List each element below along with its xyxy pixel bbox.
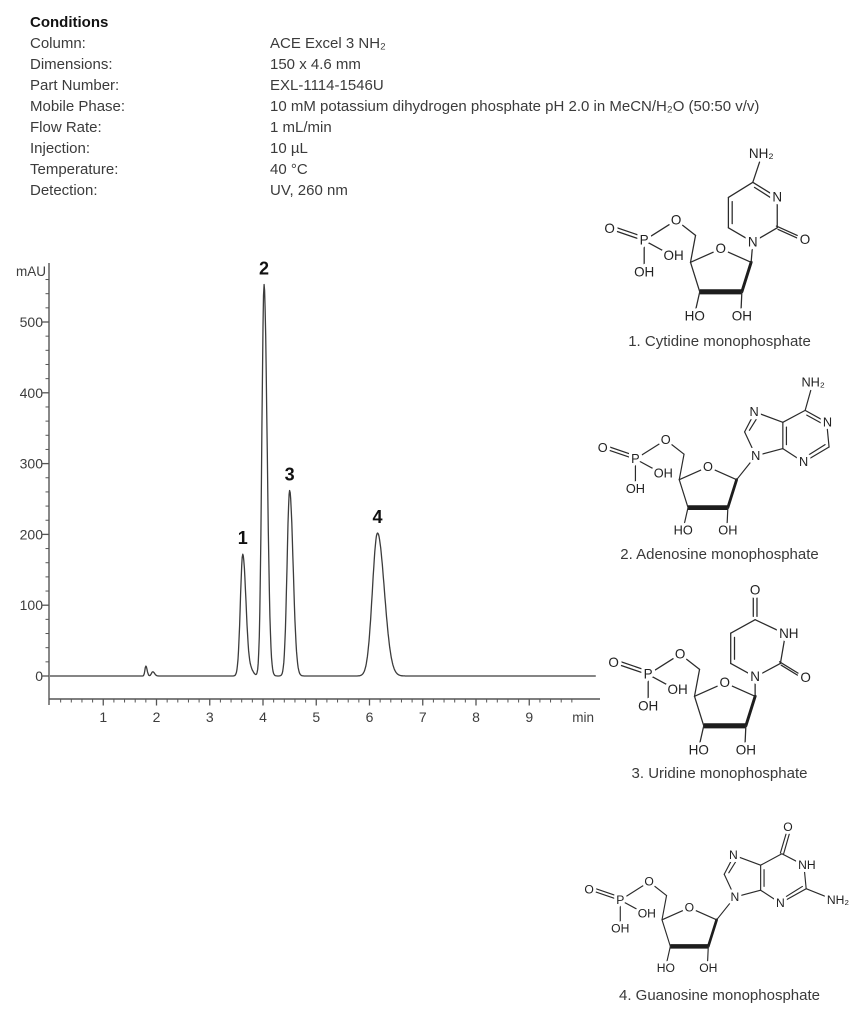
y-tick-label: 400 xyxy=(20,385,44,401)
x-tick-label: 9 xyxy=(525,709,533,725)
chromatogram-figure: 0 100 200 300 400 500 mAU 1 2 3 4 5 6 7 8 9 min 1 2 3 4 xyxy=(10,252,610,732)
condition-label: Temperature: xyxy=(30,161,119,178)
condition-label: Detection: xyxy=(30,182,98,199)
structure-caption-1: 1. Cytidine monophosphate xyxy=(628,333,811,350)
condition-label: Part Number: xyxy=(30,77,120,94)
peak-label-3: 3 xyxy=(285,465,295,485)
atom-label-n3: N xyxy=(772,190,782,205)
x-axis-unit-label: min xyxy=(572,710,594,725)
structure-uridine-monophosphate: N NH O O xyxy=(600,579,814,762)
condition-row-mobile-phase: Mobile Phase: 10 mM potassium dihydrogen… xyxy=(30,96,759,117)
atom-label-o6: O xyxy=(783,820,792,834)
y-tick-label: 500 xyxy=(20,314,44,330)
atom-label-n3h: NH xyxy=(779,626,798,641)
y-axis-unit-label: mAU xyxy=(16,264,46,279)
structure-guanosine-monophosphate: N N NH N O NH₂ xyxy=(575,817,852,979)
x-tick-label: 6 xyxy=(366,709,374,725)
atom-label-n1: N xyxy=(750,669,760,684)
peak-label-1: 1 xyxy=(238,528,248,548)
atom-label-n9: N xyxy=(751,448,760,463)
atom-label-nh2: NH₂ xyxy=(749,146,774,161)
atom-label-nh2: NH₂ xyxy=(801,374,824,389)
peak-label-4: 4 xyxy=(372,507,382,527)
condition-label: Dimensions: xyxy=(30,56,113,73)
condition-value: 10 µL xyxy=(270,140,308,157)
y-tick-label: 0 xyxy=(35,668,43,684)
atom-label-o4: O xyxy=(750,582,760,597)
condition-label: Injection: xyxy=(30,140,91,157)
chromatogram-trace xyxy=(49,283,596,677)
condition-value: 10 mM potassium dihydrogen phosphate pH … xyxy=(270,98,760,115)
condition-row-column: Column: ACE Excel 3 NH₂ xyxy=(30,33,759,54)
atom-label-o2: O xyxy=(800,670,810,685)
atom-label-n1: N xyxy=(748,234,758,249)
condition-value: 40 °C xyxy=(270,161,308,178)
structure-adenosine-monophosphate: N N N N NH₂ xyxy=(590,371,835,542)
condition-row-flow-rate: Flow Rate: 1 mL/min xyxy=(30,117,759,138)
structure-cytidine-monophosphate: N N O NH₂ xyxy=(596,143,814,328)
structure-caption-2: 2. Adenosine monophosphate xyxy=(620,546,819,563)
condition-row-temperature: Temperature: 40 °C xyxy=(30,159,759,180)
condition-label: Mobile Phase: xyxy=(30,98,126,115)
condition-value: ACE Excel 3 NH₂ xyxy=(270,35,386,52)
y-tick-label: 200 xyxy=(20,526,44,542)
structure-caption-3: 3. Uridine monophosphate xyxy=(631,765,808,782)
conditions-section: Conditions Column: ACE Excel 3 NH₂ Dimen… xyxy=(30,12,759,201)
atom-label-n7: N xyxy=(729,848,738,862)
atom-label-n9: N xyxy=(730,890,739,904)
condition-value: 150 x 4.6 mm xyxy=(270,56,361,73)
condition-label: Flow Rate: xyxy=(30,119,102,136)
condition-value: UV, 260 nm xyxy=(270,182,348,199)
condition-row-detection: Detection: UV, 260 nm xyxy=(30,180,759,201)
atom-label-n7: N xyxy=(750,404,759,419)
condition-row-dimensions: Dimensions: 150 x 4.6 mm xyxy=(30,54,759,75)
y-tick-label: 300 xyxy=(20,456,44,472)
atom-label-n3: N xyxy=(799,454,808,469)
atom-label-n1h: NH xyxy=(798,858,816,872)
condition-row-injection: Injection: 10 µL xyxy=(30,138,759,159)
x-tick-label: 4 xyxy=(259,709,267,725)
x-tick-label: 5 xyxy=(312,709,320,725)
atom-label-o2: O xyxy=(800,232,810,247)
structure-caption-4: 4. Guanosine monophosphate xyxy=(619,987,820,1004)
chromatogram-plot: 0 100 200 300 400 500 mAU 1 2 3 4 5 6 7 8 9 min 1 2 3 4 xyxy=(16,258,600,725)
atom-label-n1: N xyxy=(823,414,832,429)
atom-label-n3: N xyxy=(776,896,785,910)
condition-value: EXL-1114-1546U xyxy=(270,77,384,94)
y-tick-label: 100 xyxy=(20,597,44,613)
peak-label-2: 2 xyxy=(259,258,269,278)
conditions-heading: Conditions xyxy=(30,14,109,31)
x-tick-label: 3 xyxy=(206,709,214,725)
x-tick-label: 8 xyxy=(472,709,480,725)
condition-label: Column: xyxy=(30,35,86,52)
atom-label-nh2: NH₂ xyxy=(827,893,850,907)
x-tick-label: 7 xyxy=(419,709,427,725)
x-tick-label: 2 xyxy=(153,709,161,725)
condition-value: 1 mL/min xyxy=(270,119,332,136)
x-tick-label: 1 xyxy=(99,709,107,725)
condition-row-part-number: Part Number: EXL-1114-1546U xyxy=(30,75,759,96)
